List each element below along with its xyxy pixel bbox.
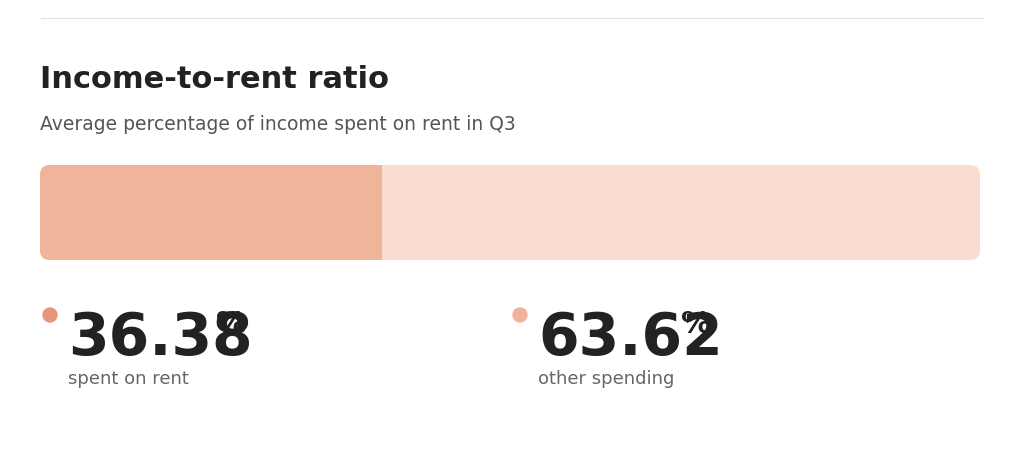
Text: other spending: other spending — [538, 370, 675, 388]
Text: spent on rent: spent on rent — [68, 370, 188, 388]
Circle shape — [43, 308, 57, 322]
Circle shape — [513, 308, 527, 322]
FancyBboxPatch shape — [40, 165, 980, 260]
Bar — [382, 165, 385, 260]
Text: Income-to-rent ratio: Income-to-rent ratio — [40, 65, 389, 94]
FancyBboxPatch shape — [40, 165, 382, 260]
Text: 63.62: 63.62 — [538, 310, 723, 367]
Text: %: % — [681, 310, 712, 339]
Bar — [371, 165, 383, 260]
Text: %: % — [216, 310, 247, 339]
Text: 36.38: 36.38 — [68, 310, 253, 367]
Text: Average percentage of income spent on rent in Q3: Average percentage of income spent on re… — [40, 115, 516, 134]
